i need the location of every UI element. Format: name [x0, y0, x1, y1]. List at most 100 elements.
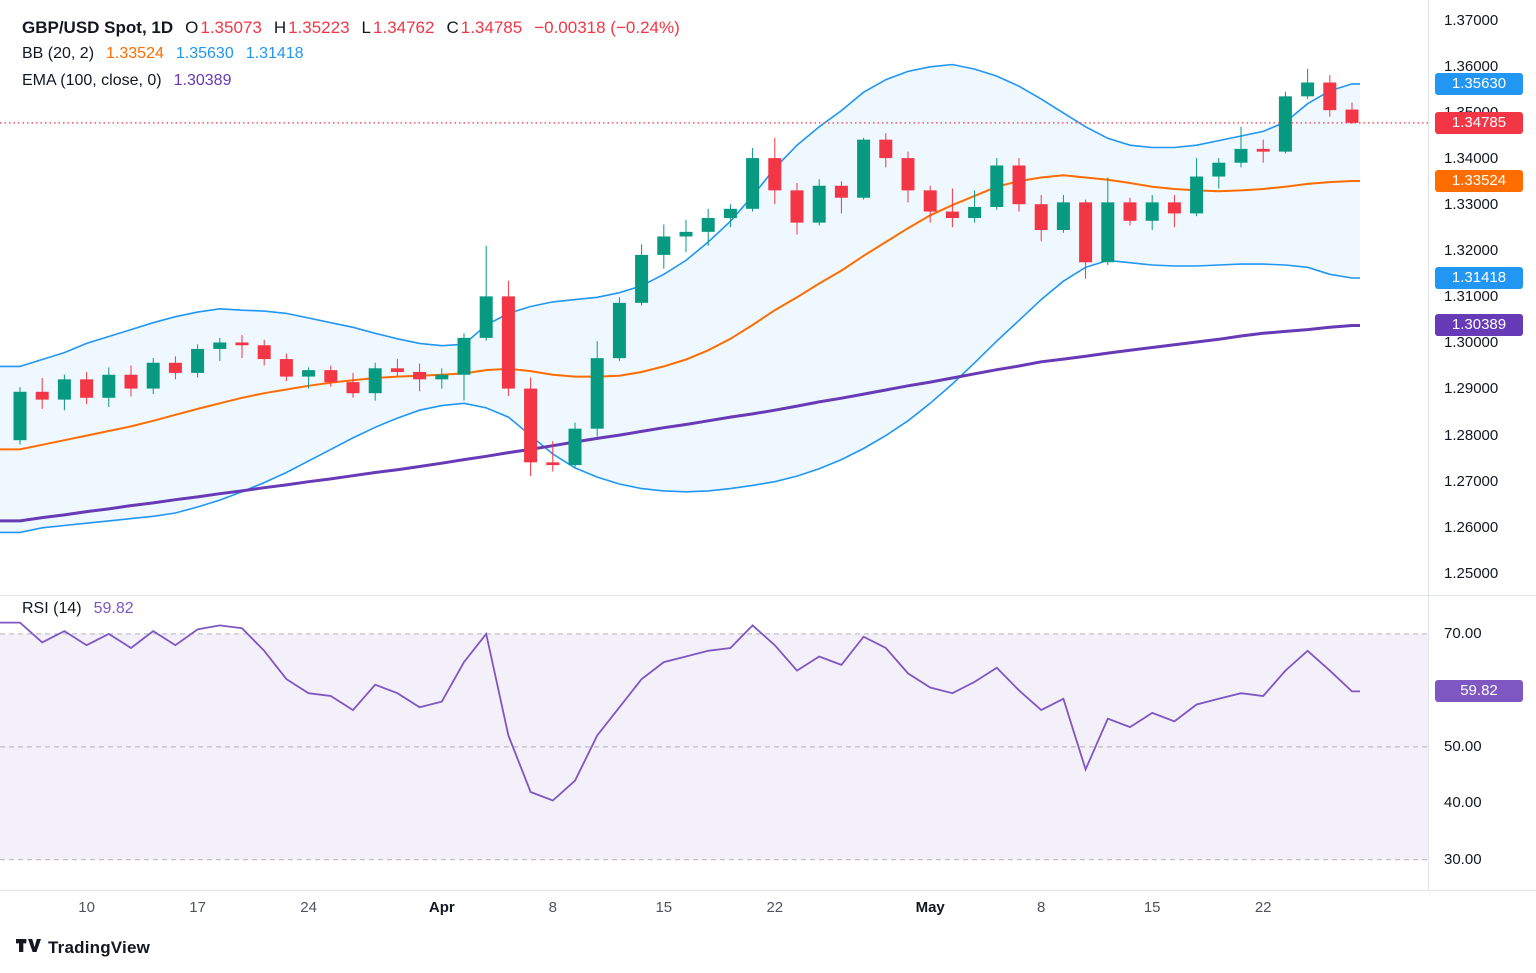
high-value: H 1.35223 [273, 18, 350, 37]
candle [1167, 194, 1181, 228]
candle [80, 371, 94, 405]
candle [1212, 158, 1226, 189]
price-tick: 1.28000 [1444, 426, 1499, 444]
candle [413, 363, 427, 392]
candle [346, 372, 360, 398]
time-tick: 10 [78, 899, 95, 916]
bb-lower-line [0, 259, 1360, 534]
time-tick: Apr [428, 899, 455, 916]
candle [213, 337, 227, 361]
candle [57, 374, 71, 411]
bb-label: BB (20, 2) [22, 45, 95, 62]
close-value: C 1.34785 [446, 18, 523, 37]
candle [945, 188, 959, 228]
time-tick: 8 [1037, 899, 1046, 916]
candle [524, 377, 538, 477]
price-badge: 1.34785 [1435, 111, 1523, 134]
bb-legend-row[interactable]: BB (20, 2) 1.33524 1.35630 1.31418 [22, 45, 680, 72]
time-tick: 22 [1254, 899, 1272, 916]
ema-label: EMA (100, close, 0) [22, 72, 162, 89]
candle [1301, 68, 1315, 100]
ema-legend-row[interactable]: EMA (100, close, 0) 1.30389 [22, 72, 680, 99]
time-tick: 8 [548, 899, 557, 916]
time-tick: 15 [655, 899, 673, 916]
rsi-label: RSI (14) [22, 600, 82, 617]
time-tick: 17 [189, 899, 206, 916]
candle [790, 182, 804, 235]
ema-line [0, 324, 1360, 523]
price-axis[interactable]: 1.370001.360001.350001.340001.330001.320… [1430, 0, 1536, 935]
candle [102, 367, 116, 408]
symbol-row[interactable]: GBP/USD Spot, 1D O 1.35073 H 1.35223 L 1… [22, 18, 680, 45]
bb-basis-value: 1.33524 [106, 45, 164, 62]
bb-lower-value: 1.31418 [245, 45, 304, 62]
candle [812, 179, 826, 226]
candle [657, 224, 671, 269]
candle [35, 377, 49, 409]
candle [324, 365, 338, 387]
time-axis[interactable]: 10 17 24 Apr 8 15 22 May 8 15 22 [0, 894, 1536, 924]
candle [479, 245, 493, 341]
candle [1190, 158, 1204, 217]
candle [546, 441, 560, 472]
price-tick: 1.26000 [1444, 518, 1499, 536]
candle [768, 137, 782, 205]
candle [923, 185, 937, 223]
low-value: L 1.34762 [361, 18, 435, 37]
price-tick: 1.32000 [1444, 242, 1499, 260]
candle [1056, 194, 1070, 233]
price-badge: 1.31418 [1435, 267, 1523, 290]
rsi-tick: 30.00 [1444, 850, 1482, 868]
candle [368, 362, 382, 401]
time-tick: 22 [766, 899, 784, 916]
candle [857, 137, 871, 200]
candle [1123, 197, 1137, 226]
price-badge: 1.35630 [1435, 72, 1523, 95]
candle [834, 181, 848, 214]
candles [13, 68, 1359, 477]
rsi-tick: 70.00 [1444, 624, 1482, 642]
candle [146, 358, 160, 395]
rsi-legend[interactable]: RSI (14) 59.82 [22, 600, 134, 627]
price-tick: 1.33000 [1444, 196, 1499, 214]
bb-fill [0, 64, 1360, 533]
price-badge: 1.33524 [1435, 169, 1523, 192]
price-tick: 1.29000 [1444, 380, 1499, 398]
candle [968, 190, 982, 223]
candle [1278, 91, 1292, 154]
time-tick: May [915, 899, 945, 916]
candle [501, 280, 515, 396]
candle [124, 365, 138, 397]
time-tick: 24 [300, 899, 317, 916]
time-tick: 15 [1143, 899, 1161, 916]
candle [701, 208, 715, 246]
brand-name: TradingView [48, 938, 151, 957]
main-legend: GBP/USD Spot, 1D O 1.35073 H 1.35223 L 1… [22, 18, 680, 99]
candle [235, 335, 249, 359]
price-tick: 1.31000 [1444, 288, 1499, 306]
tradingview-mark-icon [16, 936, 41, 960]
price-tick: 1.36000 [1444, 57, 1499, 75]
price-tick: 1.37000 [1444, 11, 1499, 29]
candle [1034, 194, 1048, 242]
candle [1101, 177, 1115, 266]
bb-upper-line [0, 63, 1360, 368]
price-tick: 1.34000 [1444, 150, 1499, 168]
rsi-value: 59.82 [93, 600, 134, 617]
candle [435, 368, 449, 389]
candle [13, 387, 27, 445]
candle [1256, 139, 1270, 163]
tradingview-logo[interactable]: TradingView [16, 936, 150, 960]
candle [612, 297, 626, 361]
candle [390, 359, 404, 377]
change-value: −0.00318 (−0.24%) [534, 18, 680, 37]
candle [679, 219, 693, 253]
candle [279, 353, 293, 382]
candle [302, 367, 316, 389]
candle [590, 341, 604, 437]
candle [879, 133, 893, 168]
symbol-title: GBP/USD Spot, 1D [22, 18, 174, 37]
rsi-tick: 40.00 [1444, 794, 1482, 812]
